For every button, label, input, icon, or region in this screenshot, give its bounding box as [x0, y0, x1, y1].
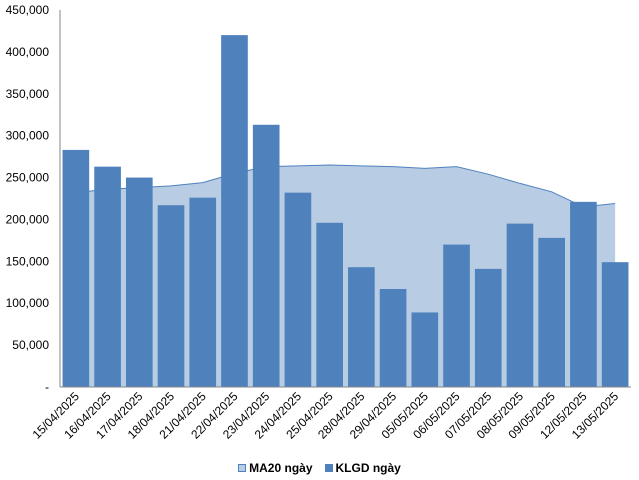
bar-12/05/2025 — [570, 201, 597, 387]
bar-08/05/2025 — [506, 223, 534, 387]
y-tick-label: 250,000 — [6, 171, 50, 185]
bar-15/04/2025 — [62, 149, 90, 387]
bar-16/04/2025 — [94, 166, 121, 387]
bar-07/05/2025 — [474, 268, 502, 387]
bar-24/04/2025 — [284, 192, 312, 387]
legend-swatch-klgd — [324, 464, 333, 472]
bar-23/04/2025 — [252, 124, 280, 387]
bar-22/04/2025 — [221, 35, 248, 387]
bar-25/04/2025 — [316, 222, 343, 387]
bar-06/05/2025 — [443, 244, 470, 387]
bar-17/04/2025 — [125, 177, 153, 387]
y-tick-label: 450,000 — [6, 3, 50, 17]
bar-28/04/2025 — [348, 267, 375, 387]
y-tick-label: 400,000 — [6, 45, 50, 59]
bar-13/05/2025 — [601, 262, 629, 387]
legend-label-klgd: KLGD ngày — [335, 461, 401, 475]
ma20-line — [75, 164, 616, 208]
legend-item-klgd: KLGD ngày — [324, 461, 401, 475]
legend-label-ma20: MA20 ngày — [249, 461, 313, 475]
ma20-area-layer — [75, 164, 616, 387]
bar-18/04/2025 — [157, 205, 185, 387]
x-tick-labels: 15/04/202516/04/202517/04/202518/04/2025… — [30, 389, 622, 442]
y-tick-label: 350,000 — [6, 87, 50, 101]
ma20-area — [75, 164, 616, 387]
bar-21/04/2025 — [189, 197, 217, 387]
legend-item-ma20: MA20 ngày — [238, 461, 313, 475]
legend: MA20 ngày KLGD ngày — [0, 458, 639, 478]
axis-layer — [59, 10, 631, 388]
bar-09/05/2025 — [538, 237, 566, 387]
y-tick-label: 150,000 — [6, 254, 50, 268]
klgd-bar-layer — [62, 35, 629, 387]
bar-05/05/2025 — [411, 312, 439, 387]
y-tick-label: - — [45, 380, 49, 394]
legend-swatch-ma20 — [238, 464, 247, 472]
y-tick-label: 300,000 — [6, 129, 50, 143]
bar-29/04/2025 — [379, 288, 407, 387]
y-tick-labels: - 50,000 100,000 150,000 200,000 250,000 300,0… — [6, 3, 50, 394]
y-tick-label: 200,000 — [6, 212, 50, 226]
y-tick-label: 50,000 — [12, 338, 49, 352]
y-tick-label: 100,000 — [6, 296, 50, 310]
